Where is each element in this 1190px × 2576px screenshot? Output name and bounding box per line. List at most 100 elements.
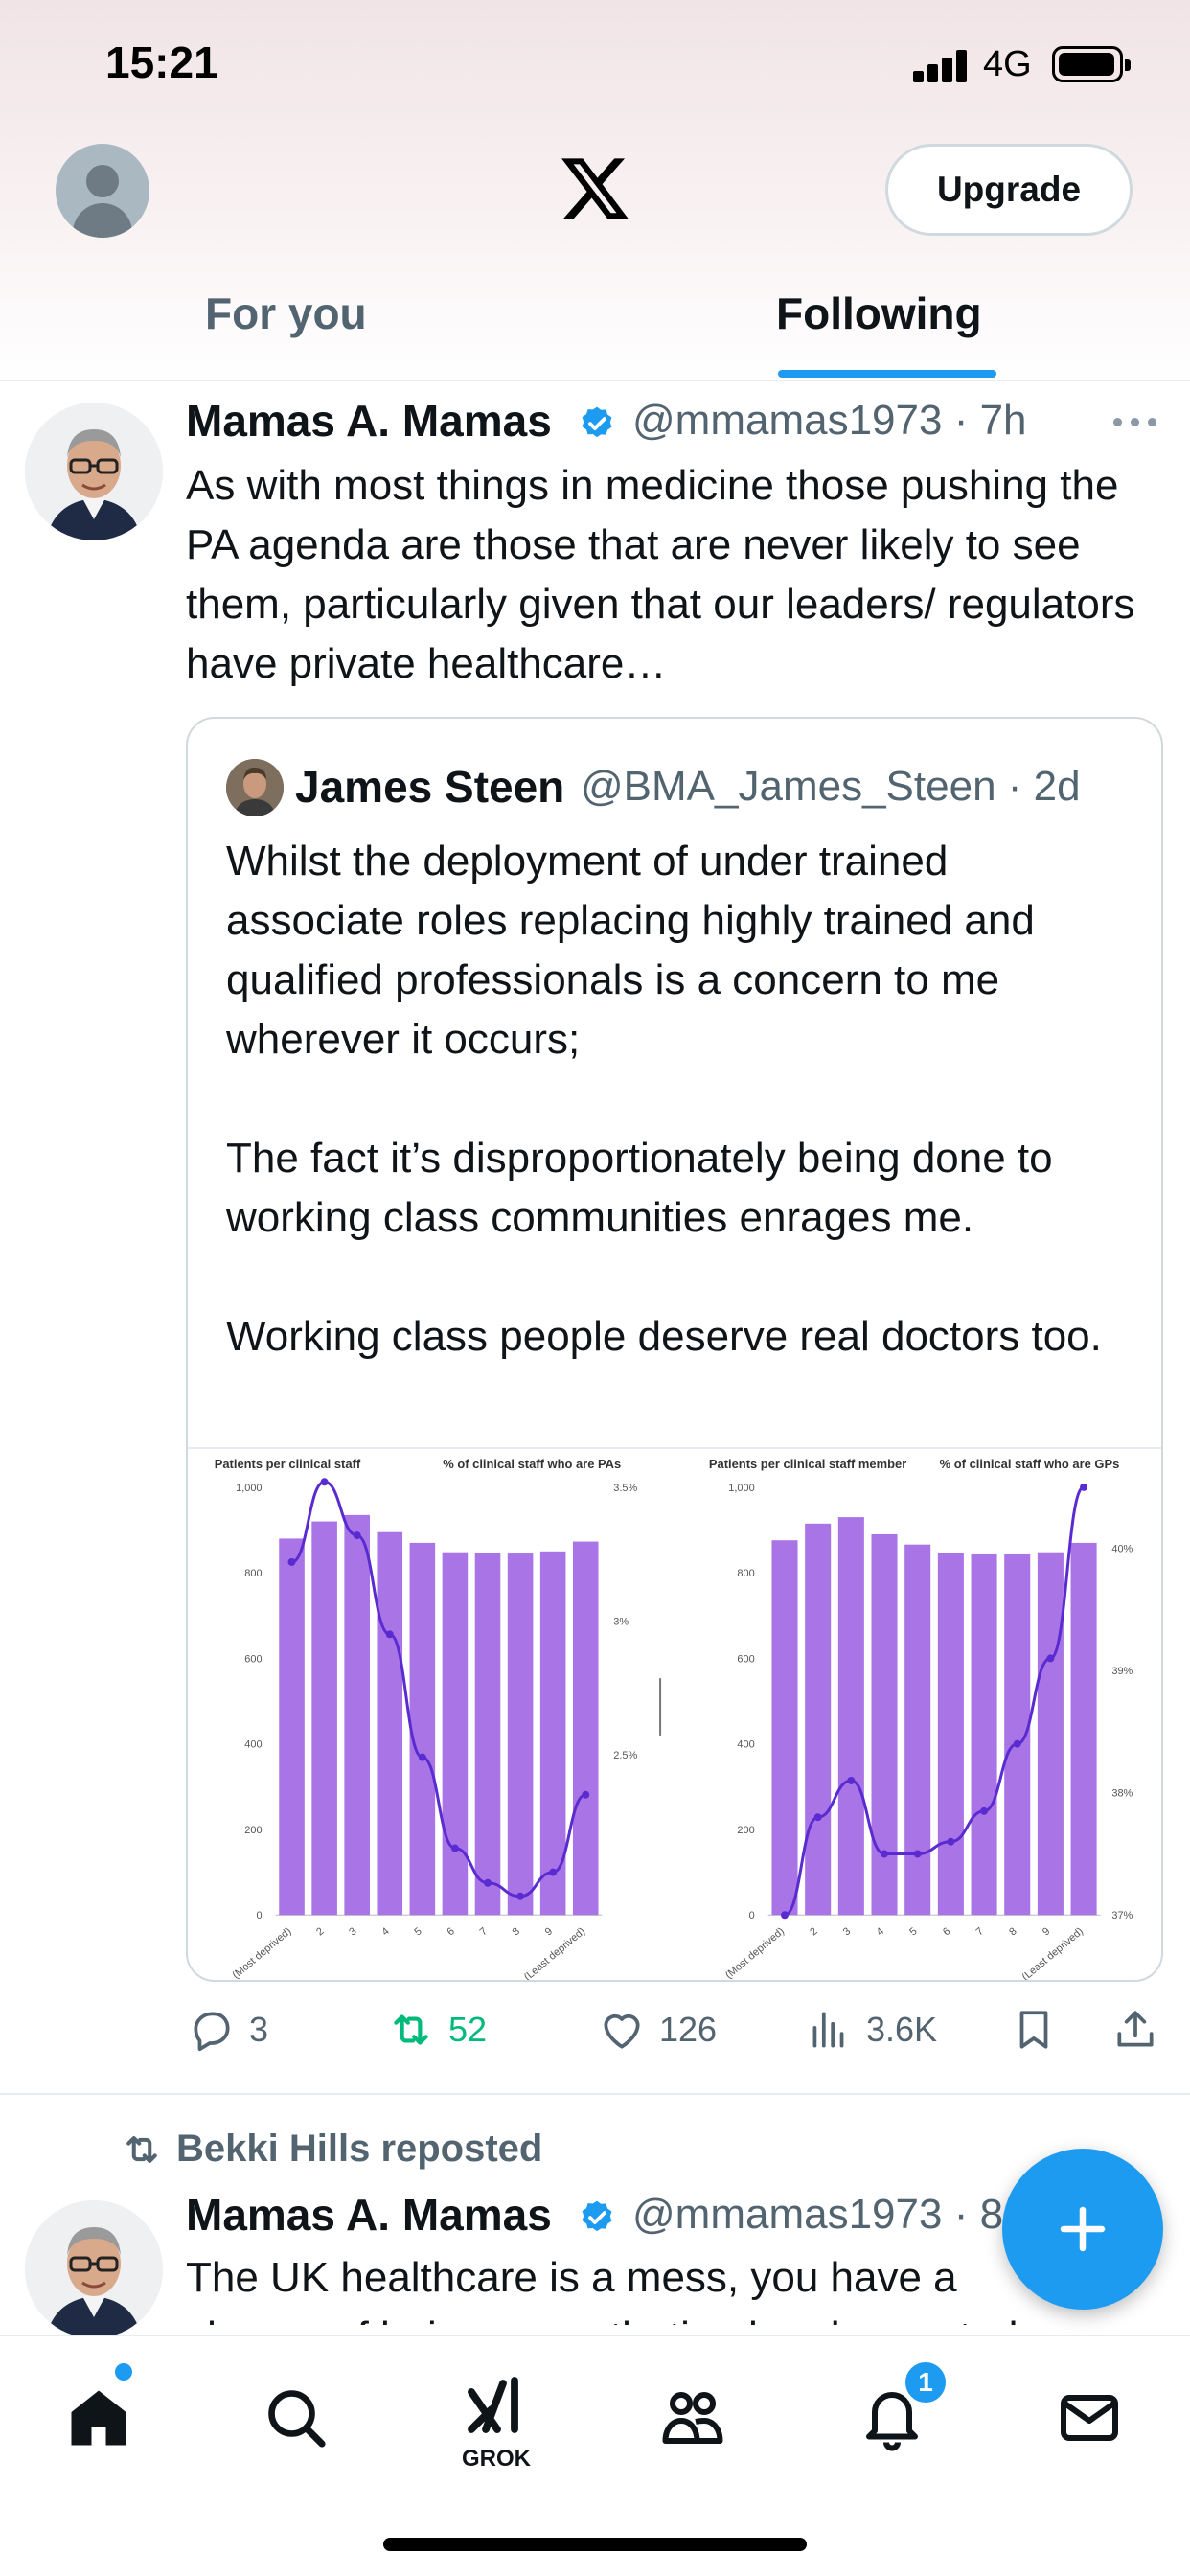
repost-attribution[interactable]: Bekki Hills reposted [121,2128,542,2171]
chart-y2-tick-label: 40% [1111,1544,1133,1555]
home-indicator [383,2538,807,2551]
bookmark-icon [1019,2011,1048,2049]
chart-line-point [484,1878,492,1887]
chart-line-point [781,1911,789,1920]
more-options-icon[interactable] [1113,414,1159,429]
chart-x-tick-label: 6 [941,1925,952,1938]
battery-icon [1052,46,1131,82]
tab-following[interactable]: Following [776,288,982,338]
nav-notifications[interactable] [849,2375,935,2461]
repost-button[interactable]: 52 [387,2003,487,2057]
chart-line-point [1080,1483,1088,1491]
chart-bar [377,1531,403,1916]
author-handle[interactable]: @mmamas1973 · 7h [632,397,1027,445]
chart-bar [409,1542,436,1916]
share-button[interactable] [1111,2003,1173,2057]
chart-line-point [549,1868,558,1876]
network-label: 4G [983,44,1032,84]
quoted-paragraph: Whilst the deployment of under trained a… [226,838,1035,1063]
quoted-chart-image[interactable]: Patients per clinical staff % of clinical… [188,1447,1163,1982]
profile-avatar[interactable] [56,144,149,238]
chart-y-tick-label: 400 [737,1739,754,1751]
bell-icon [866,2392,918,2451]
chart-x-tick-label: 5 [907,1925,919,1938]
chart-y-tick-label: 600 [737,1653,754,1665]
repost-count: 52 [448,2010,488,2049]
chart-line-point [847,1776,856,1784]
chart-line-point [947,1837,955,1846]
notification-badge: 1 [903,2359,949,2405]
chart-x-tick-label: 3 [347,1925,358,1938]
chart-y-tick-label: 800 [244,1568,262,1579]
compose-button[interactable] [1002,2149,1163,2310]
chart-x-tick-label: 7 [974,1925,986,1938]
author-name[interactable]: Mamas A. Mamas [186,396,552,446]
chart-line-point [1046,1654,1055,1663]
chart-line-point [320,1478,329,1486]
upgrade-button[interactable]: Upgrade [885,144,1133,236]
chart-y-tick-label: 200 [244,1825,262,1836]
chart-y2-tick-label: 37% [1111,1910,1133,1921]
nav-communities[interactable] [650,2375,736,2461]
chart-y-tick-label: 200 [737,1825,754,1836]
quoted-handle-text: @BMA_James_Steen [581,763,996,810]
quoted-author-avatar [226,759,284,816]
signal-icon [913,50,967,82]
author-handle[interactable]: @mmamas1973 · 8 [632,2191,1003,2239]
chart-bar [344,1514,370,1916]
chart-bar [474,1552,501,1916]
verified-badge-icon [582,2200,612,2232]
bottom-navigation: GROK 1 [0,2334,1190,2576]
x-logo-icon [561,158,629,219]
communities-icon [662,2392,723,2444]
home-notification-dot [115,2363,132,2380]
chart-y-tick-label: 600 [244,1653,262,1665]
status-time: 15:21 [105,37,218,87]
chart-x-tick-label: 8 [511,1925,522,1938]
quoted-tweet-card[interactable]: James Steen @BMA_James_Steen · 2d Whilst… [186,717,1163,1982]
chart-x-tick-label: 3 [841,1925,853,1938]
nav-messages[interactable] [1046,2375,1133,2461]
views-button[interactable]: 3.6K [805,2003,937,2057]
like-count: 126 [659,2010,718,2049]
author-avatar[interactable] [25,2200,163,2338]
chart-y-tick-label: 400 [244,1739,262,1751]
handle-text: @mmamas1973 [632,2191,943,2238]
quoted-paragraph: The fact it’s disproportionately being d… [226,1135,1053,1241]
like-button[interactable]: 126 [598,2003,717,2057]
chart-line-point [353,1531,361,1540]
chart-x-tick-label: 8 [1007,1925,1018,1938]
nav-grok[interactable] [454,2363,540,2450]
chart-y2-tick-label: 2.5% [613,1750,637,1761]
chart-right-axis-title: % of clinical staff who are GPs [940,1457,1120,1471]
chart-line-point [418,1753,426,1761]
plus-icon [1060,2206,1106,2252]
chart-bar [904,1544,931,1916]
chart-line-point [913,1850,922,1858]
chart-bar [971,1553,997,1916]
chart-y-tick-label: 800 [737,1568,754,1579]
chart-x-tick-label: (Most deprived) [230,1925,293,1981]
chart-bar [1037,1552,1064,1916]
nav-home[interactable] [56,2375,142,2461]
chart-bar [279,1538,305,1916]
chart-bar [507,1553,534,1916]
reply-button[interactable]: 3 [188,2003,268,2057]
views-chart-icon [812,2012,844,2048]
bookmark-button[interactable] [1010,2003,1071,2057]
chart-x-tick-label: (Least deprived) [522,1925,587,1982]
chart-bar [871,1533,898,1916]
chart-x-tick-label: (Least deprived) [1020,1925,1086,1982]
heart-icon [604,2013,640,2049]
nav-search[interactable] [253,2375,339,2461]
chart-y2-tick-label: 3% [613,1616,629,1627]
author-name[interactable]: Mamas A. Mamas [186,2190,552,2240]
quoted-paragraph: Working class people deserve real doctor… [226,1313,1102,1360]
chart-left-axis-title: Patients per clinical staff [215,1457,361,1471]
tab-for-you[interactable]: For you [205,288,367,338]
chart-line-point [450,1844,459,1852]
author-avatar[interactable] [25,402,163,540]
chart-y-tick-label: 0 [749,1910,755,1921]
chart-left-axis-title: Patients per clinical staff member [709,1457,906,1471]
chart-y2-tick-label: 39% [1111,1666,1133,1677]
